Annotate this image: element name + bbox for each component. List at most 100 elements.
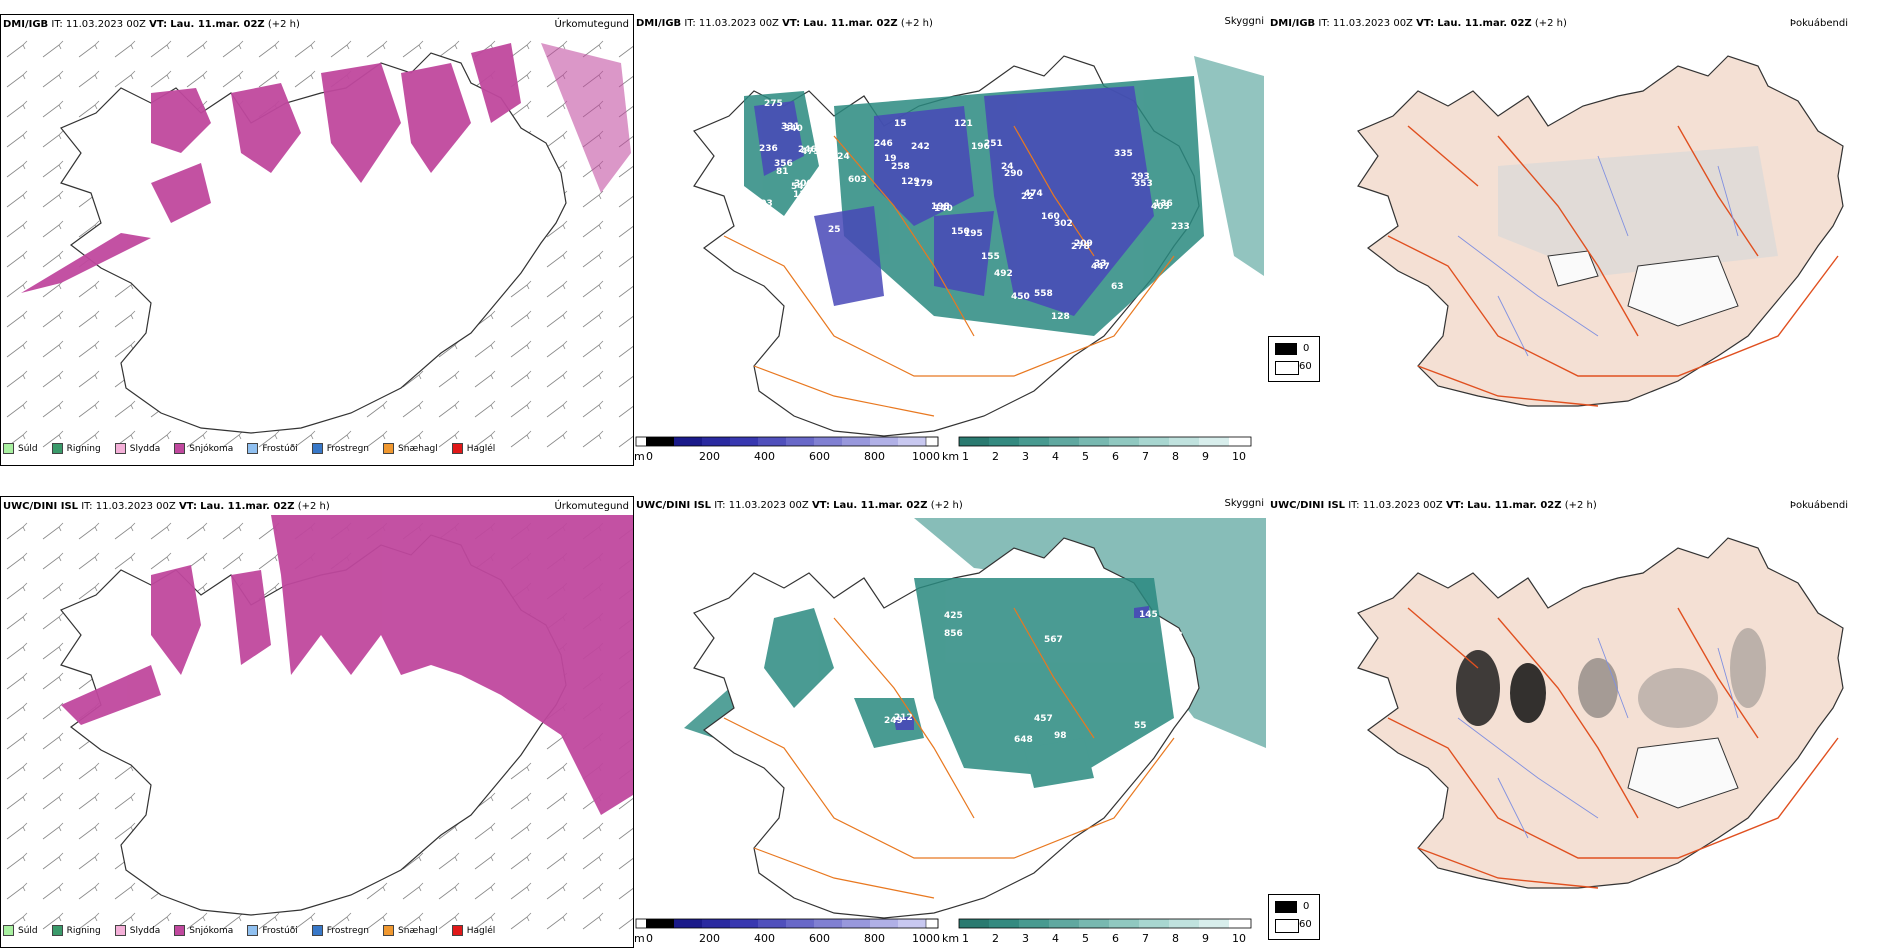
ceiling-value-label: 450 <box>1011 292 1030 302</box>
precip-legend: Súld Rigning Slydda Snjókoma Frostúði Fr… <box>3 443 495 454</box>
precip-type-panel-uwc: UWC/DINI ISL IT: 11.03.2023 00Z VT: Lau.… <box>0 496 634 948</box>
legend-swatch <box>174 443 186 454</box>
ceiling-value-label: 275 <box>764 99 783 109</box>
ceiling-value-label: 703 <box>1164 631 1183 641</box>
ceiling-value-label: 475 <box>801 147 820 157</box>
legend-item: Rigning <box>51 925 101 936</box>
precip-type-panel-dmi: DMI/IGB IT: 11.03.2023 00Z VT: Lau. 11.m… <box>0 14 634 466</box>
colorbars: m 0 200 400 600 800 1000 km 1 2 3 4 5 6 … <box>634 918 1252 945</box>
ceiling-value-label: 209 <box>1074 239 1093 249</box>
ceiling-value-label: 474 <box>1024 189 1043 199</box>
precip-legend: Súld Rigning Slydda Snjókoma Frostúði Fr… <box>3 925 495 936</box>
legend-swatch <box>114 443 126 454</box>
ceiling-tick: 400 <box>754 450 775 463</box>
fog-panel-dmi: DMI/IGB IT: 11.03.2023 00Z VT: Lau. 11.m… <box>1268 14 1900 466</box>
ceiling-value-label: 356 <box>774 159 793 169</box>
fog-tick: 0 <box>1303 343 1310 354</box>
visibility-tick: 3 <box>1022 450 1029 463</box>
ceiling-value-label: 265 <box>811 202 830 212</box>
panel-type-label: Úrkomutegund <box>554 19 629 30</box>
ceiling-value-label: 195 <box>964 229 983 239</box>
visibility-panel-dmi: DMI/IGB IT: 11.03.2023 00Z VT: Lau. 11.m… <box>634 14 1268 466</box>
visibility-tick: 5 <box>1082 450 1089 463</box>
legend-swatch <box>247 925 259 936</box>
legend-item: Frostúði <box>247 925 298 936</box>
ceiling-value-label: 603 <box>848 175 867 185</box>
visibility-unit: km <box>942 450 959 463</box>
ceiling-value-label: 160 <box>1041 212 1060 222</box>
visibility-tick: 10 <box>1232 450 1246 463</box>
panel-title: DMI/IGB IT: 11.03.2023 00Z VT: Lau. 11.m… <box>1270 18 1567 29</box>
legend-item: Haglél <box>451 925 495 936</box>
legend-item: Slydda <box>114 443 160 454</box>
panel-title: UWC/DINI ISL IT: 11.03.2023 00Z VT: Lau.… <box>636 500 963 511</box>
ceiling-value-label: 22 <box>1021 192 1034 202</box>
panel-type-label: Skyggni <box>1224 498 1264 509</box>
ceiling-value-label: 492 <box>994 269 1013 279</box>
ceiling-value-label: 293 <box>1131 172 1150 182</box>
panel-title: UWC/DINI ISL IT: 11.03.2023 00Z VT: Lau.… <box>3 501 330 512</box>
ceiling-value-label: 425 <box>944 611 963 621</box>
ceiling-value-label: 24 <box>1001 162 1014 172</box>
panel-title: DMI/IGB IT: 11.03.2023 00Z VT: Lau. 11.m… <box>3 19 300 30</box>
fog-shading <box>1456 628 1766 728</box>
legend-swatch <box>3 443 14 454</box>
fog-colorbar: 0 60 <box>1268 336 1320 382</box>
ceiling-value-label: 302 <box>1054 219 1073 229</box>
ceiling-value-label: 179 <box>914 179 933 189</box>
ceiling-value-label: 233 <box>1171 222 1190 232</box>
legend-swatch <box>114 925 126 936</box>
ceiling-tick: 1000 <box>912 450 940 463</box>
legend-swatch <box>247 443 259 454</box>
visibility-tick: 9 <box>1202 450 1209 463</box>
fog-map <box>1357 537 1844 889</box>
ceiling-value-label: 15 <box>894 119 907 129</box>
legend-item: Snæhagl <box>383 925 438 936</box>
ceiling-value-label: 227 <box>771 222 790 232</box>
ceiling-tick: 800 <box>864 450 885 463</box>
ceiling-value-label: 249 <box>884 716 903 726</box>
legend-swatch <box>51 925 63 936</box>
visibility-tick: 3 <box>1022 932 1029 945</box>
river-network <box>1457 637 1739 839</box>
ceiling-value-label: 278 <box>1071 242 1090 252</box>
ceiling-value-label: 447 <box>1091 262 1110 272</box>
glacier <box>1627 255 1739 327</box>
ceiling-colorbar <box>635 918 939 929</box>
visibility-tick: 10 <box>1232 932 1246 945</box>
panel-title: UWC/DINI ISL IT: 11.03.2023 00Z VT: Lau.… <box>1270 500 1597 511</box>
ceiling-unit: m <box>634 450 645 463</box>
road-network <box>723 125 1175 417</box>
visibility-tick: 6 <box>1112 450 1119 463</box>
ceiling-value-label: 403 <box>1151 202 1170 212</box>
ceiling-value-label: 128 <box>1051 312 1070 322</box>
visibility-tick: 9 <box>1202 932 1209 945</box>
ceiling-value-label: 558 <box>1034 289 1053 299</box>
legend-swatch <box>174 925 186 936</box>
ceiling-value-label: 251 <box>984 139 1003 149</box>
fog-colorbar: 0 60 <box>1268 894 1320 940</box>
visibility-colorbar <box>958 436 1252 447</box>
visibility-tick: 2 <box>992 932 999 945</box>
ceiling-tick: 600 <box>809 932 830 945</box>
visibility-tick: 8 <box>1172 932 1179 945</box>
panel-type-label: Skyggni <box>1224 16 1264 27</box>
ceiling-value-label: 195 <box>808 205 827 215</box>
visibility-tick: 1 <box>962 450 969 463</box>
ceiling-value-label: 567 <box>1044 635 1063 645</box>
ceiling-value-label: 81 <box>776 167 789 177</box>
ceiling-areas <box>754 86 1154 316</box>
ceiling-value-label: 132 <box>788 245 807 255</box>
legend-item: Frostregn <box>311 925 369 936</box>
visibility-tick: 7 <box>1142 932 1149 945</box>
ceiling-value-label: 648 <box>1014 735 1033 745</box>
road-network <box>723 607 1175 899</box>
ceiling-value-label: 503 <box>754 199 773 209</box>
fog-tick: 60 <box>1299 919 1312 930</box>
ceiling-value-label: 33 <box>1094 259 1107 269</box>
ceiling-value-label: 124 <box>831 152 850 162</box>
fog-map <box>1357 55 1844 407</box>
legend-item: Frostregn <box>311 443 369 454</box>
visibility-tick: 6 <box>1112 932 1119 945</box>
